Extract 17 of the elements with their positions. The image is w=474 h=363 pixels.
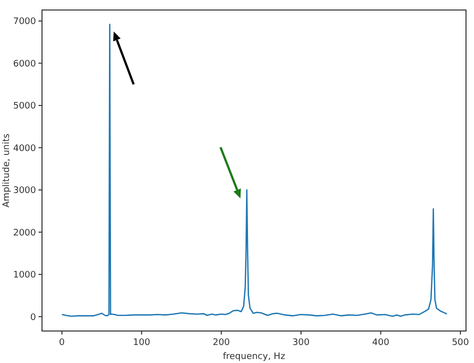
x-tick-label: 0 bbox=[59, 338, 66, 348]
line-series bbox=[61, 24, 448, 317]
y-tick-label: 6000 bbox=[13, 59, 36, 70]
x-tick-label: 100 bbox=[133, 338, 150, 348]
y-tick-label: 1000 bbox=[13, 270, 36, 281]
y-axis-title: Amplitude, units bbox=[2, 133, 12, 208]
x-tick-label: 200 bbox=[212, 338, 230, 348]
x-tick-label: 400 bbox=[372, 338, 390, 348]
y-tick-label: 7000 bbox=[13, 17, 36, 28]
y-tick-label: 3000 bbox=[13, 186, 36, 196]
y-tick-label: 0 bbox=[30, 312, 36, 323]
x-tick-label: 300 bbox=[292, 338, 310, 348]
y-tick-label: 5000 bbox=[13, 102, 36, 112]
y-tick-label: 4000 bbox=[13, 144, 36, 154]
x-axis-title: frequency, Hz bbox=[222, 352, 286, 362]
y-tick-label: 2000 bbox=[13, 228, 36, 238]
x-tick-label: 500 bbox=[452, 338, 470, 348]
